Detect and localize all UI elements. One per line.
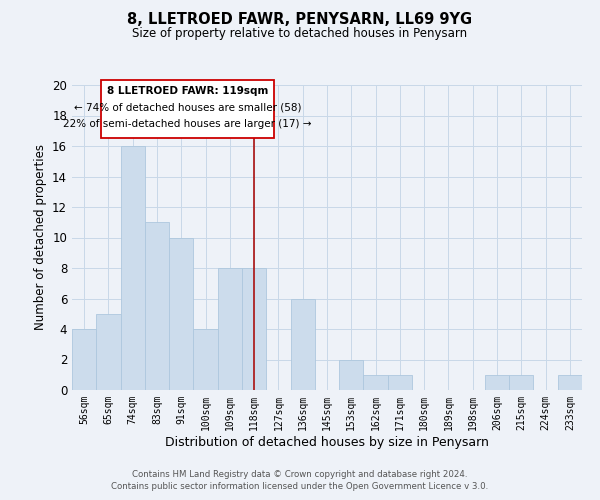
X-axis label: Distribution of detached houses by size in Penysarn: Distribution of detached houses by size … (165, 436, 489, 448)
Bar (72, 329, 96, 390)
Y-axis label: Number of detached properties: Number of detached properties (34, 144, 47, 330)
Text: 8, LLETROED FAWR, PENYSARN, LL69 9YG: 8, LLETROED FAWR, PENYSARN, LL69 9YG (127, 12, 473, 28)
Bar (145, 222, 169, 390)
Bar (339, 360, 364, 390)
Bar (290, 298, 315, 390)
Text: 8 LLETROED FAWR: 119sqm: 8 LLETROED FAWR: 119sqm (107, 86, 268, 96)
Text: ← 74% of detached houses are smaller (58): ← 74% of detached houses are smaller (58… (74, 102, 301, 112)
Bar (169, 238, 193, 390)
FancyBboxPatch shape (101, 80, 274, 138)
Text: Contains public sector information licensed under the Open Government Licence v : Contains public sector information licen… (112, 482, 488, 491)
Text: Contains HM Land Registry data © Crown copyright and database right 2024.: Contains HM Land Registry data © Crown c… (132, 470, 468, 479)
Bar (558, 375, 582, 390)
Text: Size of property relative to detached houses in Penysarn: Size of property relative to detached ho… (133, 28, 467, 40)
Bar (485, 375, 509, 390)
Bar (509, 375, 533, 390)
Bar (96, 314, 121, 390)
Bar (121, 146, 145, 390)
Bar (388, 375, 412, 390)
Text: 22% of semi-detached houses are larger (17) →: 22% of semi-detached houses are larger (… (63, 120, 311, 130)
Bar (193, 329, 218, 390)
Bar (218, 268, 242, 390)
Bar (242, 268, 266, 390)
Bar (364, 375, 388, 390)
